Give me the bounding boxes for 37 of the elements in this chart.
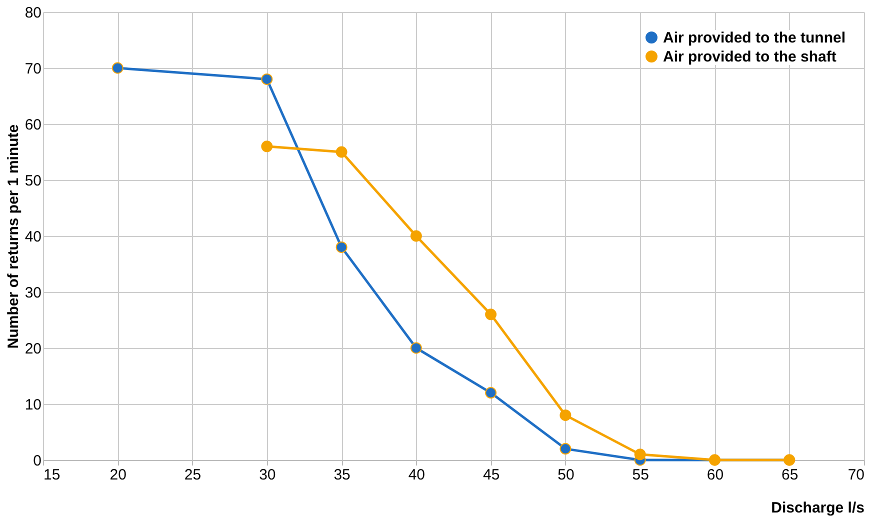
x-tick-label: 70 [848, 466, 864, 484]
x-tick-label: 35 [334, 466, 350, 484]
point [634, 448, 646, 460]
y-axis-title: Number of returns per 1 minute [4, 124, 22, 349]
x-tick-label: 20 [110, 466, 126, 484]
point [410, 342, 422, 354]
legend-label: Air provided to the tunnel [663, 30, 846, 46]
point [336, 146, 348, 158]
x-tick-label: 40 [408, 466, 426, 484]
x-tick-label: 65 [782, 466, 798, 484]
point [485, 308, 497, 320]
y-tick-label: 50 [24, 172, 42, 190]
x-tick-label: 45 [482, 466, 500, 484]
point [261, 140, 273, 152]
point [261, 73, 273, 85]
x-tick-label: 25 [184, 466, 202, 484]
x-tick-label: 60 [706, 466, 724, 484]
y-tick-label: 0 [33, 452, 42, 470]
point [560, 409, 572, 421]
point [560, 443, 572, 455]
x-tick-label: 55 [632, 466, 649, 484]
y-tick-label: 70 [24, 60, 42, 78]
x-tick-label: 30 [259, 466, 276, 484]
point [485, 387, 497, 399]
y-tick-label: 40 [24, 228, 42, 246]
y-tick-label: 80 [24, 4, 42, 22]
x-tick-label: 50 [558, 466, 574, 484]
point [336, 241, 348, 253]
y-tick-label: 20 [24, 340, 42, 358]
y-tick-label: 10 [24, 396, 42, 414]
point [410, 230, 422, 242]
y-tick-label: 60 [24, 116, 42, 134]
legend-label: Air provided to the shaft [663, 48, 836, 66]
x-tick-label: 15 [44, 466, 60, 484]
x-axis-title: Discharge l/s [771, 500, 864, 516]
point [112, 62, 124, 74]
y-tick-label: 30 [24, 284, 42, 302]
